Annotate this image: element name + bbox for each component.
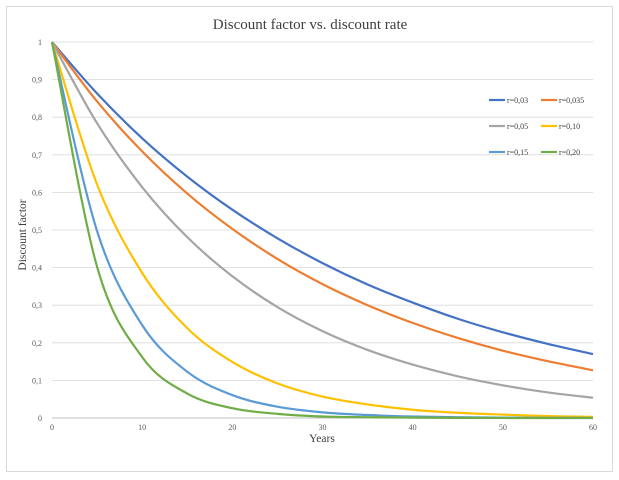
y-tick-label: 0,5 (32, 226, 42, 235)
x-tick-label: 50 (499, 423, 507, 432)
y-tick-label: 0,4 (32, 264, 42, 273)
y-tick-label: 1 (38, 38, 42, 47)
legend-label: r=0,05 (507, 122, 528, 131)
y-tick-label: 0,6 (32, 188, 42, 197)
x-tick-label: 60 (589, 423, 597, 432)
legend-label: r=0,03 (507, 96, 528, 105)
x-tick-label: 10 (138, 423, 146, 432)
y-tick-label: 0,3 (32, 301, 42, 310)
y-tick-label: 0,7 (32, 151, 42, 160)
y-tick-label: 0,2 (32, 339, 42, 348)
chart-title: Discount factor vs. discount rate (213, 17, 408, 33)
y-tick-label: 0 (38, 414, 42, 423)
legend-label: r=0,10 (559, 122, 580, 131)
x-tick-label: 20 (228, 423, 236, 432)
x-tick-label: 30 (319, 423, 327, 432)
series-line-0 (51, 41, 594, 356)
x-tick-label: 0 (50, 423, 54, 432)
series-line-3 (50, 41, 594, 418)
chart-frame: Discount factor vs. discount rate 0 0,1 0,… (6, 6, 613, 472)
x-axis-label: Years (309, 433, 335, 445)
y-tick-label: 0,9 (32, 76, 42, 85)
series-layer (50, 41, 594, 420)
grid-layer (52, 41, 593, 381)
x-tick-label: 40 (409, 423, 417, 432)
legend-label: r=0,20 (559, 148, 580, 157)
y-tick-label: 0,8 (32, 113, 42, 122)
y-tick-label: 0,1 (32, 376, 42, 385)
y-axis-label: Discount factor (17, 199, 29, 270)
legend-label: r=0,15 (507, 148, 528, 157)
series-line-2 (51, 41, 594, 399)
series-line-5 (50, 41, 594, 420)
chart-svg: Discount factor vs. discount rate 0 0,1 0,… (17, 17, 597, 445)
legend: r=0,03 r=0,035 r=0,05 r=0,10 r=0,15 r=0,20 (489, 96, 584, 157)
series-line-1 (51, 41, 594, 372)
legend-label: r=0,035 (559, 96, 584, 105)
